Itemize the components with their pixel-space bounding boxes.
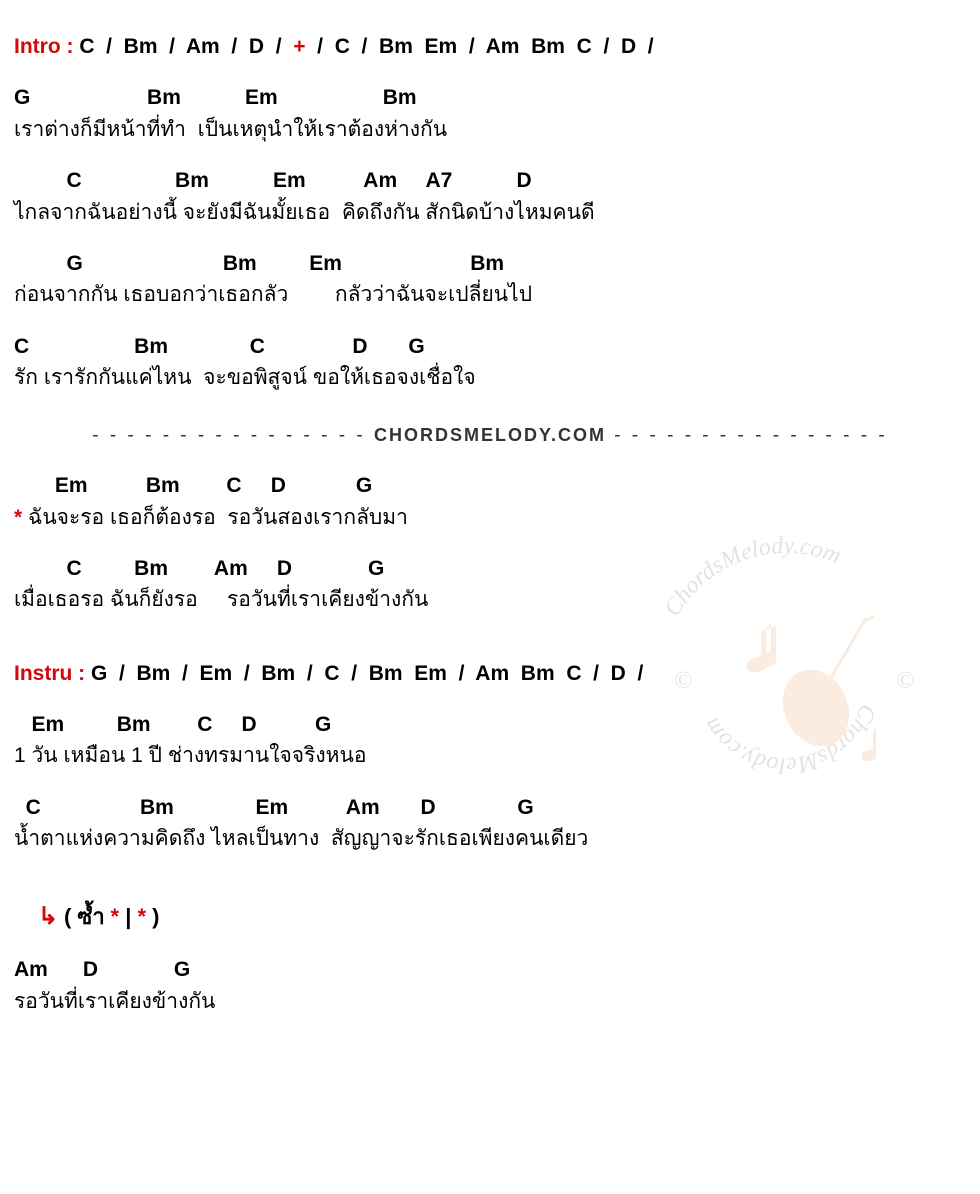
- repeat-saam: ซ้ำ: [77, 904, 104, 929]
- repeat-asterisk1-icon: *: [111, 904, 120, 929]
- verse1-chords-c: G Bm Em Bm: [14, 249, 966, 278]
- verse1-lyrics-a: เราต่างก็มีหน้าที่ทำ เป็นเหตุนำให้เราต้อ…: [14, 115, 966, 144]
- instru-label: Instru :: [14, 662, 85, 685]
- repeat-close: ): [146, 904, 159, 929]
- verse2-lyrics-b: น้ำตาแห่งความคิดถึง ไหลเป็นทาง สัญญาจะรั…: [14, 824, 966, 853]
- outro-chords: Am D G: [14, 955, 966, 984]
- verse1-lyrics-d: รัก เรารักกันแค่ไหน จะขอพิสูจน์ ขอให้เธอ…: [14, 363, 966, 392]
- verse2-chords-a: Em Bm C D G: [14, 710, 966, 739]
- verse1-chords-a: G Bm Em Bm: [14, 83, 966, 112]
- intro-label: Intro :: [14, 35, 73, 58]
- chorus-lyrics-a-text: ฉันจะรอ เธอก็ต้องรอ รอวันสองเรากลับมา: [22, 506, 408, 529]
- repeat-open: (: [64, 904, 77, 929]
- instru-line: Instru : G / Bm / Em / Bm / C / Bm Em / …: [14, 659, 966, 688]
- divider-dashes-left: - - - - - - - - - - - - - - - -: [92, 425, 365, 446]
- section-divider: - - - - - - - - - - - - - - - - CHORDSME…: [14, 423, 966, 450]
- instru-seq: G / Bm / Em / Bm / C / Bm Em / Am Bm C /…: [85, 662, 643, 685]
- chorus-lyrics-a: * ฉันจะรอ เธอก็ต้องรอ รอวันสองเรากลับมา: [14, 503, 966, 532]
- chorus-asterisk-icon: *: [14, 506, 22, 529]
- verse1-lyrics-c: ก่อนจากกัน เธอบอกว่าเธอกลัว กลัวว่าฉันจะ…: [14, 280, 966, 309]
- verse2-lyrics-a: 1 วัน เหมือน 1 ปี ช่างทรมานใจจริงหนอ: [14, 741, 966, 770]
- intro-seq: C / Bm / Am / D / + / C / Bm Em / Am Bm …: [73, 35, 653, 58]
- intro-line: Intro : C / Bm / Am / D / + / C / Bm Em …: [14, 32, 966, 61]
- repeat-arrow-icon: ↳: [38, 903, 58, 930]
- repeat-pipe: |: [119, 904, 137, 929]
- chorus-chords-b: C Bm Am D G: [14, 554, 966, 583]
- repeat-asterisk2-icon: *: [138, 904, 147, 929]
- verse2-chords-b: C Bm Em Am D G: [14, 793, 966, 822]
- outro-lyrics: รอวันที่เราเคียงข้างกัน: [14, 987, 966, 1016]
- divider-site-text: CHORDSMELODY.COM: [374, 425, 606, 445]
- verse1-chords-d: C Bm C D G: [14, 332, 966, 361]
- chorus-lyrics-b: เมื่อเธอรอ ฉันก็ยังรอ รอวันที่เราเคียงข้…: [14, 585, 966, 614]
- divider-dashes-right: - - - - - - - - - - - - - - - -: [614, 425, 887, 446]
- verse1-lyrics-b: ไกลจากฉันอย่างนี้ จะยังมีฉันมั้ยเธอ คิดถ…: [14, 198, 966, 227]
- verse1-chords-b: C Bm Em Am A7 D: [14, 166, 966, 195]
- chorus-chords-a: Em Bm C D G: [14, 471, 966, 500]
- repeat-line: ↳ ( ซ้ำ * | * ): [14, 900, 966, 934]
